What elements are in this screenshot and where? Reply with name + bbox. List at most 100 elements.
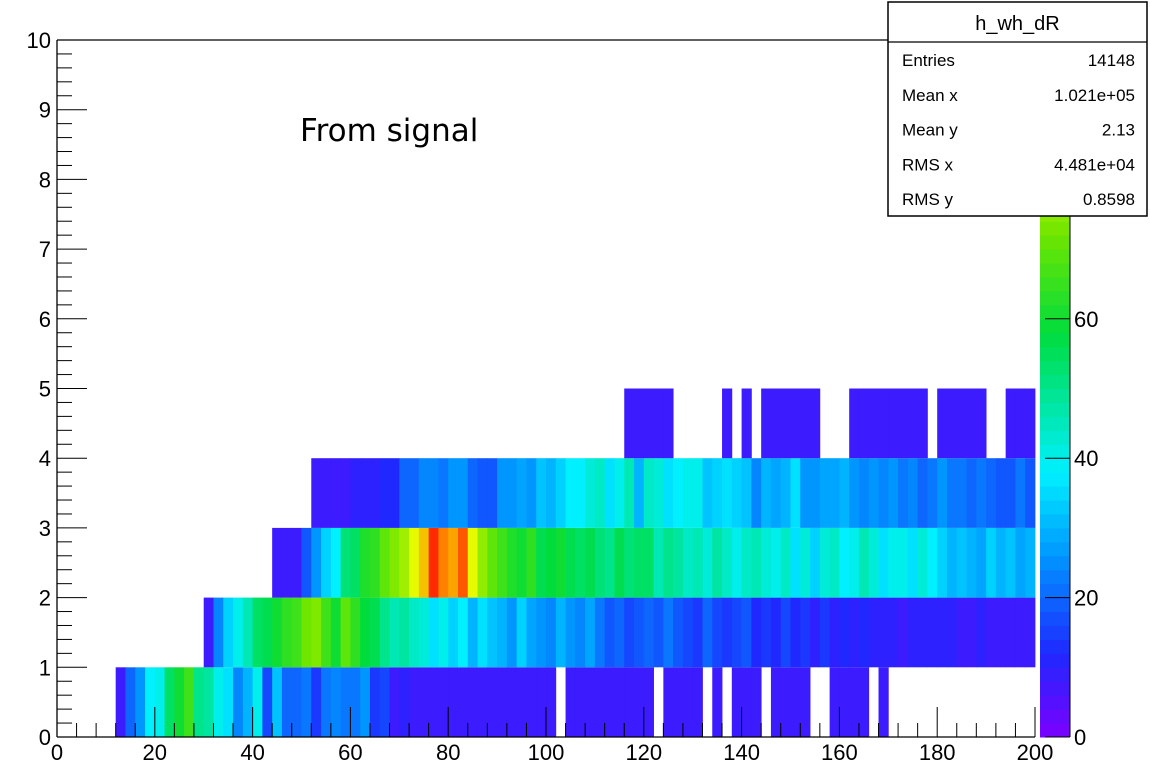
heatmap-cell [692, 458, 703, 528]
palette-band [1040, 332, 1070, 348]
palette-band [1040, 597, 1070, 613]
heatmap-cell [233, 667, 244, 737]
heatmap-cell [203, 597, 214, 668]
heatmap-cell [477, 458, 488, 528]
heatmap-cell [917, 388, 928, 459]
x-tick-label: 20 [143, 740, 167, 765]
heatmap-cell [497, 597, 508, 668]
stats-row-label: Mean x [902, 86, 958, 105]
heatmap-cell [986, 458, 997, 528]
heatmap-cell [780, 597, 791, 668]
y-tick-label: 10 [27, 28, 51, 53]
heatmap-cell [849, 667, 860, 737]
heatmap-cell [389, 597, 400, 668]
heatmap-cell [526, 527, 537, 598]
heatmap-cell [262, 667, 273, 737]
heatmap-cell [418, 667, 430, 737]
heatmap-cell [878, 527, 889, 598]
heatmap-cell [946, 388, 958, 459]
heatmap-cell [272, 527, 283, 598]
heatmap-cell [741, 458, 752, 528]
heatmap-cell [731, 597, 742, 668]
heatmap-cell [878, 667, 889, 737]
heatmap-cell [1025, 597, 1036, 668]
heatmap-cell [477, 667, 488, 737]
heatmap-cell [379, 597, 390, 668]
heatmap-cell [810, 597, 821, 668]
heatmap-cell [937, 597, 948, 668]
palette-band [1040, 304, 1070, 320]
heatmap-cell [448, 597, 459, 668]
stats-row-value: 14148 [1088, 51, 1135, 70]
heatmap-cell [555, 458, 566, 528]
x-tick-label: 100 [528, 740, 565, 765]
heatmap-cell [340, 458, 351, 528]
heatmap-cell [956, 388, 967, 459]
palette-band [1040, 263, 1070, 278]
heatmap-cell [526, 458, 537, 528]
palette-band [1040, 472, 1070, 487]
heatmap-cell [839, 527, 850, 598]
heatmap-cell [321, 527, 332, 598]
heatmap-cell [594, 527, 606, 598]
heatmap-cell [477, 597, 488, 668]
heatmap-cell [506, 458, 518, 528]
heatmap-cell [164, 667, 175, 737]
heatmap-cell [203, 667, 214, 737]
heatmap-cell [604, 527, 615, 598]
heatmap-cell [888, 597, 899, 668]
heatmap-cell [868, 458, 879, 528]
heatmap-cell [702, 527, 713, 598]
heatmap-cell [829, 597, 840, 668]
heatmap-cell [321, 458, 332, 528]
palette-band [1040, 723, 1070, 738]
heatmap-cell [790, 527, 801, 598]
heatmap-cell [291, 667, 302, 737]
heatmap-cell [898, 458, 909, 528]
heatmap-cell [634, 458, 645, 528]
heatmap-cell [193, 667, 205, 737]
heatmap-cell [262, 597, 273, 668]
heatmap-cell [770, 388, 782, 459]
heatmap-cell [409, 667, 420, 737]
heatmap-cell [594, 667, 606, 737]
heatmap-cell [682, 597, 694, 668]
heatmap-cell [281, 667, 293, 737]
heatmap-cell [1015, 458, 1026, 528]
heatmap-cell [995, 527, 1007, 598]
heatmap-cell [634, 667, 645, 737]
y-tick-label: 0 [39, 725, 51, 750]
x-tick-label: 40 [240, 740, 264, 765]
heatmap-cell [770, 667, 782, 737]
heatmap-cell [790, 597, 801, 668]
heatmap-cell [858, 388, 870, 459]
heatmap-cell [907, 458, 919, 528]
palette-band [1040, 513, 1070, 529]
heatmap-cell [1005, 388, 1016, 459]
palette-band [1040, 318, 1070, 334]
heatmap-cell [839, 458, 850, 528]
heatmap-cell [751, 458, 762, 528]
palette-band [1040, 290, 1070, 306]
heatmap-cell [428, 597, 439, 668]
heatmap-cell [937, 458, 948, 528]
heatmap-cell [555, 597, 566, 668]
heatmap-cell [223, 667, 234, 737]
heatmap-cell [614, 458, 625, 528]
annotation-text: From signal [300, 113, 478, 149]
palette-band [1040, 402, 1070, 417]
heatmap-cell [233, 597, 244, 668]
heatmap-cell [594, 458, 606, 528]
heatmap-cell [858, 667, 870, 737]
heatmap-cell [594, 597, 606, 668]
heatmap-cell [145, 667, 156, 737]
heatmap-cell [927, 527, 938, 598]
heatmap-cell [546, 667, 557, 737]
heatmap-cell [467, 527, 478, 598]
heatmap-cell [330, 597, 342, 668]
palette-band [1040, 416, 1070, 431]
heatmap-cell [457, 458, 469, 528]
heatmap-cell [252, 597, 263, 668]
heatmap-cell [956, 597, 967, 668]
heatmap-cell [487, 527, 498, 598]
